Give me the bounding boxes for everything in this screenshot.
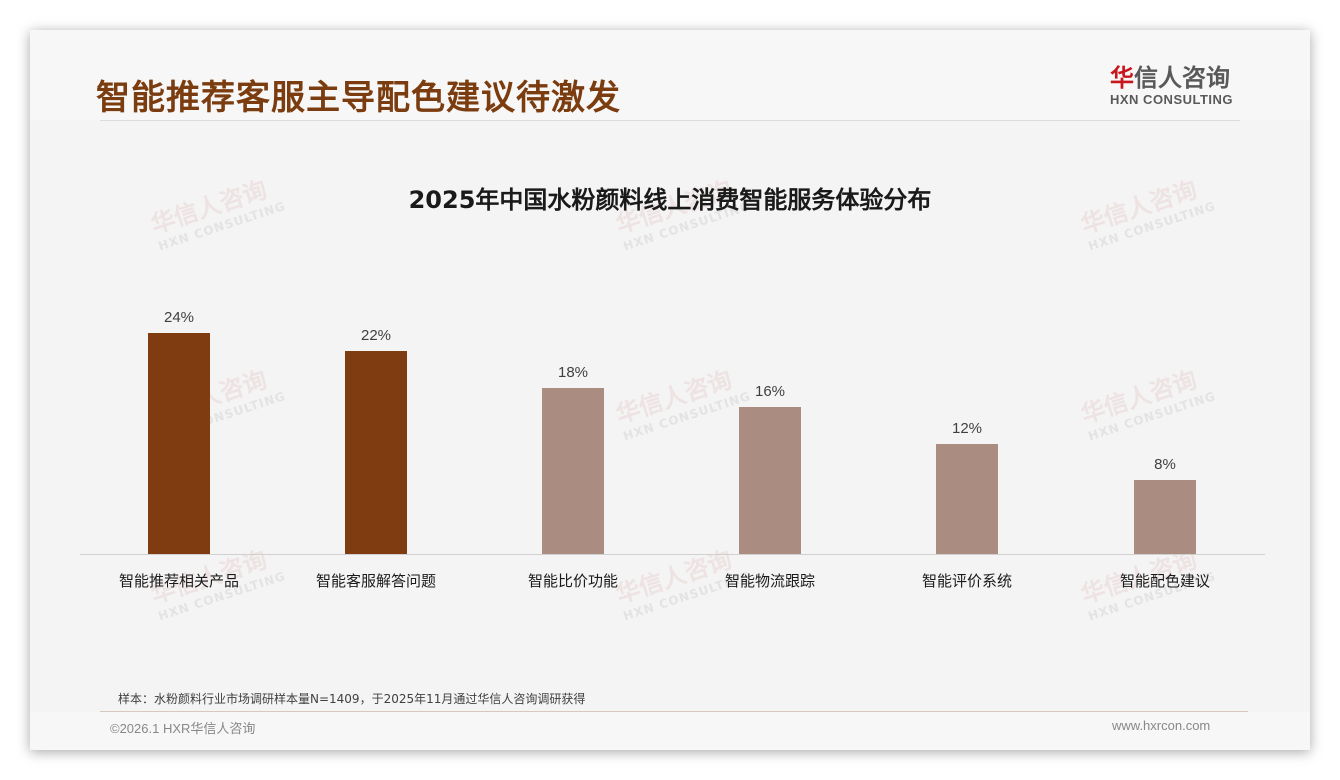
bar[interactable] <box>739 406 801 554</box>
header-band <box>30 30 1310 120</box>
logo-cn-rest: 信人咨询 <box>1134 64 1230 92</box>
sample-note: 样本：水粉颜料行业市场调研样本量N=1409，于2025年11月通过华信人咨询调… <box>118 692 586 706</box>
footer-band <box>30 712 1310 750</box>
category-label: 智能客服解答问题 <box>315 572 436 590</box>
bar[interactable] <box>1134 480 1196 554</box>
bar-value-label: 12% <box>951 419 983 437</box>
logo-en: HXN CONSULTING <box>1110 92 1234 107</box>
bar-value-label: 8% <box>1154 456 1176 474</box>
slide: 智能推荐客服主导配色建议待激发 华信人咨询 HXN CONSULTING 华信人… <box>30 30 1310 750</box>
category-label: 智能评价系统 <box>921 572 1012 590</box>
website-link[interactable]: www.hxrcon.com <box>1112 718 1211 733</box>
bar[interactable] <box>345 351 407 554</box>
category-label: 智能推荐相关产品 <box>118 572 239 590</box>
category-label: 智能物流跟踪 <box>724 572 815 590</box>
watermark-cn: 华信人咨询 <box>1077 365 1201 430</box>
logo: 华信人咨询 HXN CONSULTING <box>1110 64 1250 107</box>
category-label: 智能比价功能 <box>527 572 618 590</box>
bar[interactable] <box>542 388 604 554</box>
bar-value-label: 22% <box>360 327 392 345</box>
page-title: 智能推荐客服主导配色建议待激发 <box>96 78 621 118</box>
bar-value-label: 24% <box>163 309 195 326</box>
title-divider <box>100 120 1240 121</box>
bar[interactable] <box>936 443 998 554</box>
copyright: ©2026.1 HXR华信人咨询 <box>110 721 256 736</box>
watermark-en: HXN CONSULTING <box>1086 388 1218 444</box>
x-axis-line <box>80 554 1265 555</box>
chart-title: 2025年中国水粉颜料线上消费智能服务体验分布 <box>408 186 932 214</box>
bar[interactable] <box>148 333 210 554</box>
logo-cn-red: 华 <box>1110 64 1134 92</box>
bar-value-label: 18% <box>557 364 589 382</box>
bar-value-label: 16% <box>754 382 786 400</box>
category-label: 智能配色建议 <box>1119 572 1210 590</box>
logo-cn: 华信人咨询 <box>1110 64 1250 92</box>
footer-divider <box>100 711 1248 712</box>
